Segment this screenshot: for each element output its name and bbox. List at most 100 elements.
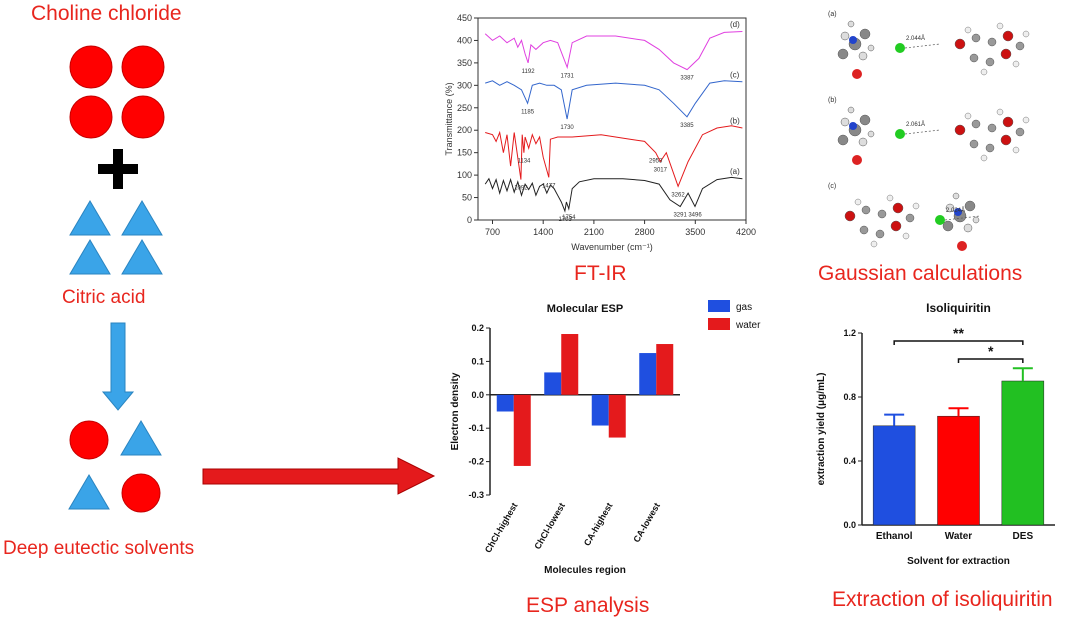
- peak-label: 3387: [680, 76, 694, 82]
- y-axis-label: extraction yield (μg/mL): [816, 373, 827, 486]
- hydrogen-bond: [904, 129, 941, 135]
- atom: [859, 225, 869, 235]
- hydrogen-bond: [904, 43, 941, 49]
- choline-chloride-circle: [121, 95, 165, 139]
- atom: [952, 192, 960, 200]
- citric-acid-triangle: [69, 200, 111, 236]
- significance-label: *: [988, 343, 994, 359]
- y-tick-label: -0.2: [468, 457, 484, 467]
- y-tick-label: 0.2: [471, 323, 484, 333]
- bar-gas: [639, 353, 657, 395]
- des-triangle: [120, 420, 162, 456]
- legend-label: water: [735, 320, 761, 331]
- bar: [1001, 380, 1045, 526]
- citric-acid-title: Citric acid: [62, 287, 146, 308]
- significance-bracket: [893, 340, 1024, 345]
- atom: [861, 205, 871, 215]
- peak-label: 1731: [560, 73, 574, 79]
- y-tick-label: 0.4: [843, 456, 856, 466]
- atom: [1002, 116, 1014, 128]
- atom: [867, 130, 875, 138]
- atom: [971, 33, 981, 43]
- significance-label: **: [953, 325, 964, 341]
- atom: [972, 216, 980, 224]
- bar: [872, 425, 916, 526]
- nitrogen-atom: [849, 36, 857, 44]
- hydrogen-bond: [944, 215, 981, 221]
- x-axis-label: Solvent for extraction: [907, 556, 1010, 567]
- choline-chloride-circle: [69, 95, 113, 139]
- atom: [1015, 127, 1025, 137]
- x-category-label: Water: [945, 531, 973, 542]
- plus-icon: [98, 149, 138, 189]
- molecule-panel: (a) 2.044Å: [828, 11, 1030, 79]
- des-triangle: [68, 474, 110, 510]
- atom: [877, 209, 887, 219]
- chart-title: Isoliquiritin: [926, 301, 991, 315]
- bond-distance: 2.024Å: [946, 207, 965, 214]
- legend-swatch: [708, 318, 730, 330]
- y-axis-label: Electron density: [450, 372, 461, 450]
- y-axis-label: Transmittance (%): [444, 82, 454, 155]
- spectrum-line: [485, 80, 743, 120]
- x-tick-label: 1400: [533, 227, 553, 237]
- hydrogen-atom: [1012, 60, 1020, 68]
- hydrogen-atom: [980, 68, 988, 76]
- atom: [890, 220, 902, 232]
- x-tick-label: 2800: [635, 227, 655, 237]
- plot-frame: [477, 17, 747, 221]
- des-circle: [69, 420, 109, 460]
- atom: [840, 31, 850, 41]
- hydrogen-atom: [996, 22, 1004, 30]
- legend-label: gas: [736, 302, 752, 313]
- atom: [1000, 48, 1012, 60]
- y-tick-label: 0.8: [843, 392, 856, 402]
- spectrum-line: [484, 31, 743, 71]
- peak-label: 1477: [542, 183, 556, 189]
- des-title: Deep eutectic solvents: [3, 538, 195, 559]
- atom: [963, 223, 973, 233]
- y-tick-label: 300: [457, 80, 472, 90]
- choline-chloride-circle: [69, 45, 113, 89]
- peak-label: 1192: [522, 69, 536, 75]
- y-tick-label: 200: [457, 125, 472, 135]
- series-label: (c): [730, 70, 740, 79]
- chloride-atom: [895, 43, 905, 53]
- peak-label: 1754: [562, 215, 576, 221]
- x-axis-label: Molecules region: [544, 565, 626, 576]
- atom: [954, 124, 966, 136]
- atom: [1002, 30, 1014, 42]
- choline-chloride-circle: [121, 45, 165, 89]
- atom: [1015, 41, 1025, 51]
- des-composition-diagram: [68, 45, 165, 513]
- legend-swatch: [708, 300, 730, 312]
- atom: [971, 119, 981, 129]
- peak-label: 3291: [673, 213, 687, 219]
- nitrogen-atom: [849, 122, 857, 130]
- peak-label: 3262: [671, 192, 685, 198]
- choline-chloride-title: Choline chloride: [31, 2, 182, 25]
- hydrogen-atom: [902, 232, 910, 240]
- y-tick-label: -0.1: [468, 423, 484, 433]
- bond-distance: 2.061Å: [906, 121, 925, 128]
- x-category-label: Ethanol: [876, 531, 913, 542]
- molecule-panel: (b) 2.061Å: [828, 97, 1030, 165]
- peak-label: 1092: [514, 186, 528, 192]
- bar-water: [561, 334, 579, 395]
- peak-label: 3385: [680, 123, 694, 129]
- y-tick-label: 0.0: [843, 520, 856, 530]
- ftir-chart: 700 1400 2100 2800 3500 4200 0 50 100 150 200 250 30…: [444, 13, 756, 252]
- atom: [859, 28, 871, 40]
- bar-gas: [591, 394, 609, 426]
- y-tick-label: 250: [457, 103, 472, 113]
- atom: [837, 134, 849, 146]
- atom: [859, 114, 871, 126]
- bar-gas: [496, 394, 514, 412]
- des-circle: [121, 473, 161, 513]
- y-tick-label: 0.1: [471, 356, 484, 366]
- atom: [837, 48, 849, 60]
- series-label: (d): [730, 20, 740, 29]
- x-category-label: CA-lowest: [631, 501, 662, 544]
- citric-acid-triangle: [121, 200, 163, 236]
- atom: [867, 44, 875, 52]
